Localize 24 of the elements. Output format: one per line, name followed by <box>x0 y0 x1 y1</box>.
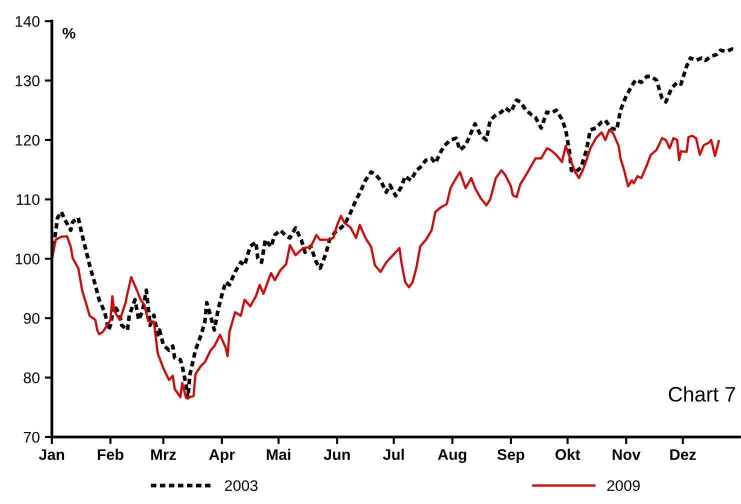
y-tick-label: 140 <box>16 16 40 27</box>
x-tick-label: Okt <box>556 448 580 460</box>
y-tick-label: 120 <box>16 134 40 146</box>
y-tick-label: 130 <box>16 75 40 86</box>
x-tick-label: Nov <box>612 449 641 460</box>
x-tick-label: Feb <box>98 448 124 460</box>
x-tick-label: Jun <box>324 449 350 460</box>
y-tick-label: 80 <box>24 372 40 384</box>
x-tick-label: Dez <box>670 449 696 460</box>
y-tick-label: 70 <box>24 432 40 443</box>
x-tick-label: Mai <box>266 448 290 460</box>
legend-label: 2009 <box>607 480 640 492</box>
y-tick-label: 100 <box>16 254 40 264</box>
y-tick-label: 90 <box>24 313 40 324</box>
annotation: Chart 7 <box>668 386 736 402</box>
x-tick-label: Apr <box>209 449 235 464</box>
x-tick-label: Mrz <box>151 449 176 460</box>
x-tick-label: Jan <box>38 449 64 460</box>
x-tick-label: Aug <box>438 449 466 464</box>
x-tick-label: Sep <box>497 449 524 464</box>
y-axis-title: % <box>62 28 76 39</box>
legend-label: 2003 <box>224 480 258 492</box>
y-tick-label: 110 <box>16 194 40 206</box>
x-tick-label: Jul <box>383 448 404 460</box>
